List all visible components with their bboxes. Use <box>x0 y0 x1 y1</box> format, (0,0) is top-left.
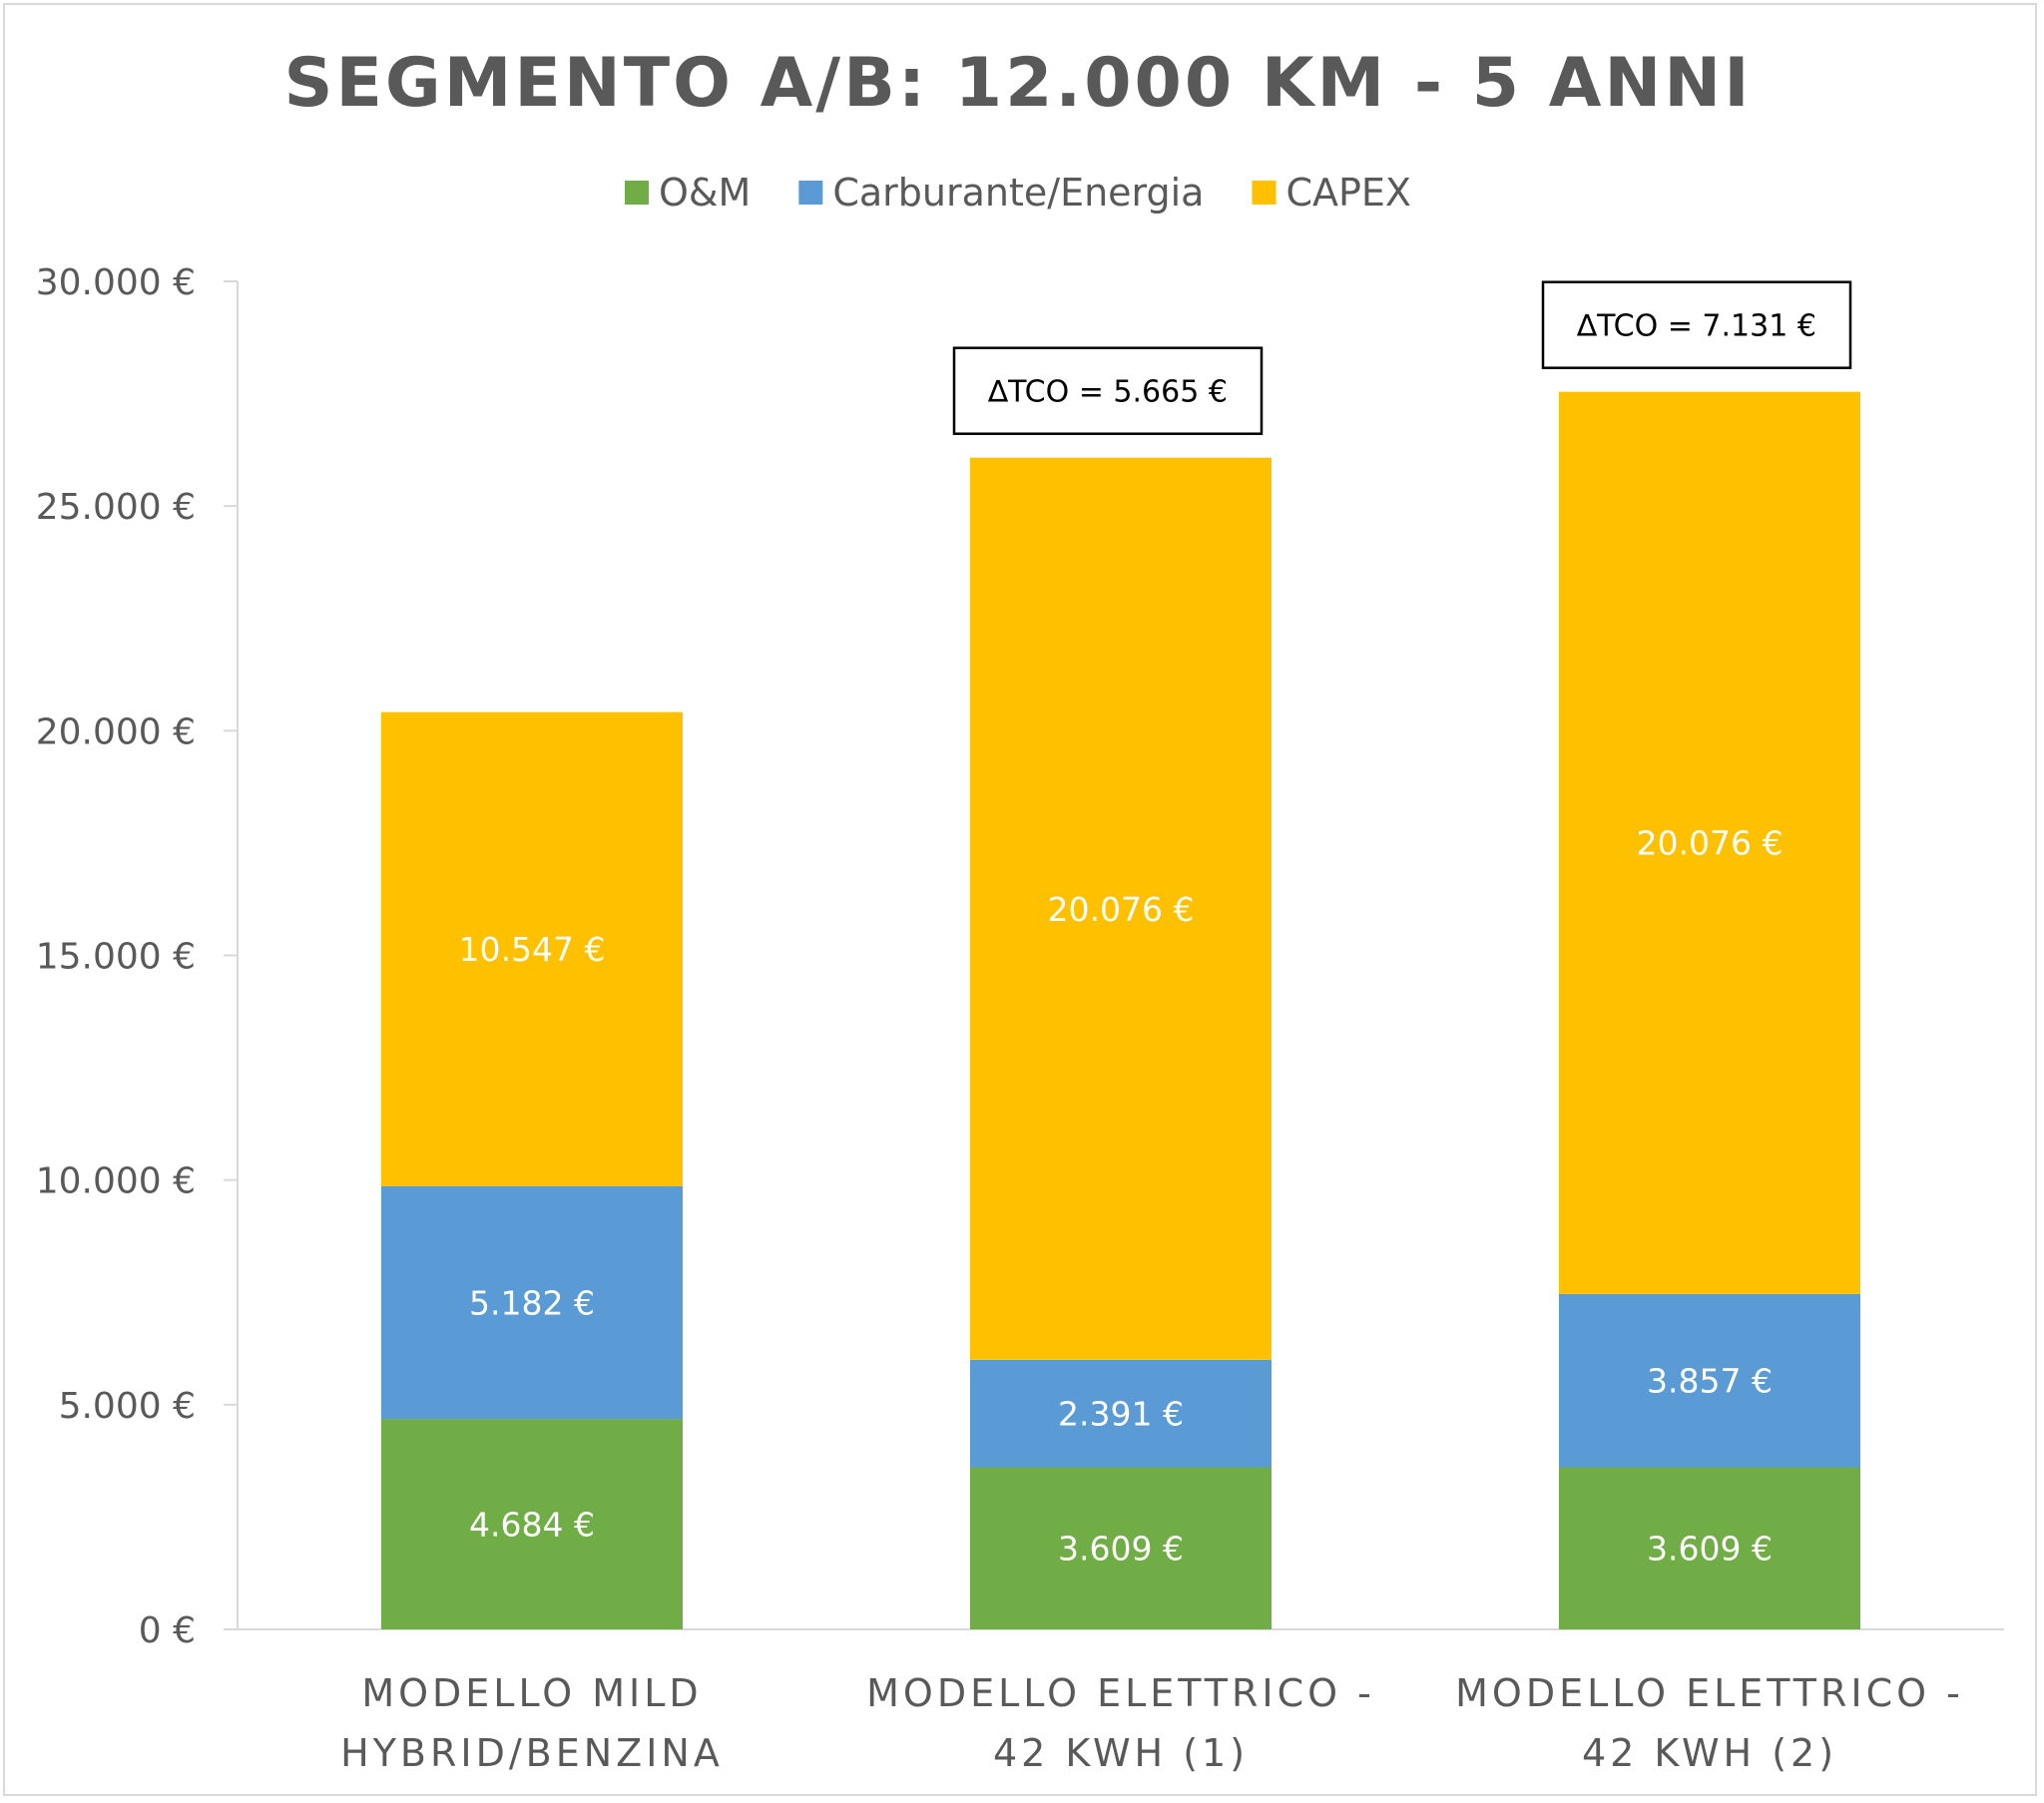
bars <box>381 391 1860 1629</box>
x-category-label: MODELLO MILD <box>361 1671 702 1715</box>
data-label: 10.547 € <box>459 930 606 969</box>
y-tick-label: 0 € <box>139 1610 196 1651</box>
legend-label: O&M <box>659 171 751 215</box>
data-label: 5.182 € <box>469 1283 595 1322</box>
bar-segment <box>970 1359 1272 1468</box>
delta-tco-annotation: ∆TCO = 7.131 € <box>1541 280 1852 369</box>
annotation-text: ∆TCO = 5.665 € <box>987 375 1228 410</box>
legend-item: CAPEX <box>1252 171 1411 215</box>
delta-tco-annotation: ∆TCO = 5.665 € <box>952 346 1264 435</box>
y-tick-label: 25.000 € <box>36 487 196 528</box>
bar-segment <box>1559 1467 1860 1629</box>
x-category-label: 42 KWH (1) <box>993 1731 1249 1775</box>
y-axis: 0 € 5.000 € 10.000 € 15.000 € 20.000 € 25.000… <box>36 262 239 1651</box>
chart-frame <box>3 3 2037 1796</box>
data-label: 3.609 € <box>1647 1530 1773 1569</box>
legend-swatch <box>1252 181 1277 205</box>
bar-segment <box>970 457 1272 1360</box>
bar-segment <box>381 1185 683 1420</box>
bar-segment <box>1559 1293 1860 1468</box>
legend-swatch <box>625 181 650 205</box>
data-label: 20.076 € <box>1637 824 1784 863</box>
bar-segment <box>381 711 683 1186</box>
legend-label: Carburante/Energia <box>832 171 1204 215</box>
annotation-box <box>952 346 1264 435</box>
annotation-box <box>1541 280 1852 369</box>
chart-title: SEGMENTO A/B: 12.000 KM - 5 ANNI <box>283 44 1752 123</box>
data-label: 3.609 € <box>1058 1530 1184 1569</box>
annotations: ∆TCO = 5.665 € ∆TCO = 7.131 € <box>952 280 1852 435</box>
y-tick-label: 5.000 € <box>59 1386 196 1427</box>
bar-segment <box>381 1419 683 1629</box>
y-tick-label: 30.000 € <box>36 262 196 303</box>
legend-label: CAPEX <box>1285 171 1411 215</box>
legend-swatch <box>798 181 823 205</box>
legend-item: Carburante/Energia <box>798 171 1204 215</box>
data-label: 2.391 € <box>1058 1395 1184 1434</box>
x-axis: MODELLO MILD HYBRID/BENZINA MODELLO ELETTR… <box>238 1628 2004 1775</box>
bar-segment <box>970 1467 1272 1629</box>
y-tick-label: 15.000 € <box>36 937 196 978</box>
legend-item: O&M <box>625 171 751 215</box>
legend: O&M Carburante/Energia CAPEX <box>625 171 1411 215</box>
bar-segment <box>1559 391 1860 1294</box>
y-tick-label: 10.000 € <box>36 1161 196 1202</box>
data-label: 4.684 € <box>469 1506 595 1545</box>
x-category-label: HYBRID/BENZINA <box>340 1731 724 1775</box>
data-label: 20.076 € <box>1048 890 1195 929</box>
x-category-label: 42 KWH (2) <box>1582 1731 1837 1775</box>
annotation-text: ∆TCO = 7.131 € <box>1576 309 1816 344</box>
x-category-label: MODELLO ELETTRICO - <box>866 1671 1375 1715</box>
y-tick-label: 20.000 € <box>36 711 196 752</box>
x-category-label: MODELLO ELETTRICO - <box>1455 1671 1964 1715</box>
data-labels: 4.684 € 5.182 € 10.547 € 3.609 € 2.391 € 20.0… <box>459 824 1784 1569</box>
data-label: 3.857 € <box>1647 1362 1773 1401</box>
